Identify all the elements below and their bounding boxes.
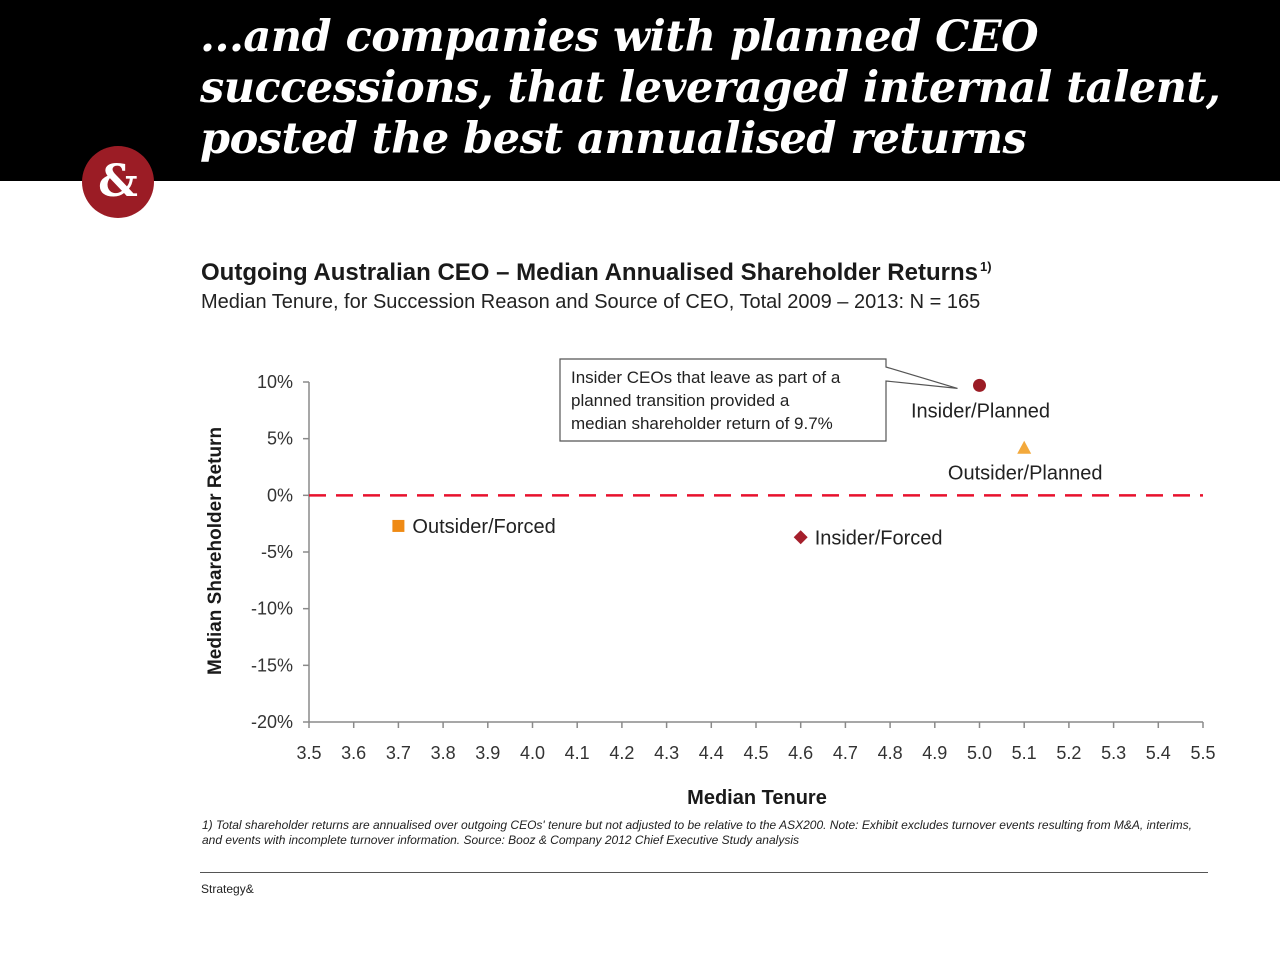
- outsider-planned-point: [1017, 440, 1032, 454]
- x-tick-label: 5.5: [1190, 743, 1215, 763]
- x-tick-label: 4.7: [833, 743, 858, 763]
- chart-title-text: Outgoing Australian CEO – Median Annuali…: [201, 259, 978, 286]
- callout-box: [559, 358, 958, 442]
- x-tick-label: 5.4: [1146, 743, 1171, 763]
- callout-line: Insider CEOs that leave as part of a: [571, 368, 841, 387]
- strategy-and-logo: &: [82, 146, 154, 218]
- callout-line: median shareholder return of 9.7%: [571, 414, 833, 433]
- y-tick-label: -5%: [261, 542, 293, 562]
- y-tick-label: 10%: [257, 372, 293, 392]
- outsider-forced-point: [392, 519, 405, 532]
- insider-forced-label: Insider/Forced: [815, 527, 943, 549]
- outsider-forced-label: Outsider/Forced: [412, 516, 555, 538]
- x-tick-label: 4.4: [699, 743, 724, 763]
- y-tick-label: -15%: [251, 655, 293, 675]
- y-tick-label: -20%: [251, 712, 293, 732]
- chart-subtitle: Median Tenure, for Succession Reason and…: [201, 291, 981, 313]
- header-band: [0, 0, 1280, 181]
- x-tick-label: 4.2: [609, 743, 634, 763]
- insider-forced-point: [793, 530, 808, 545]
- x-tick-label: 5.3: [1101, 743, 1126, 763]
- x-tick-label: 4.9: [922, 743, 947, 763]
- callout-line: planned transition provided a: [571, 391, 790, 410]
- callout-text: Insider CEOs that leave as part of a plan…: [571, 368, 841, 433]
- x-tick-label: 4.3: [654, 743, 679, 763]
- x-tick-label: 4.8: [878, 743, 903, 763]
- footer-brand: Strategy&: [201, 882, 254, 896]
- y-axis-label: Median Shareholder Return: [205, 427, 226, 675]
- x-tick-label: 3.5: [296, 743, 321, 763]
- x-tick-label: 4.5: [743, 743, 768, 763]
- chart-title-footnote-mark: 1): [980, 259, 992, 274]
- slide-title: ...and companies with planned CEO succes…: [200, 12, 1221, 164]
- chart-title: Outgoing Australian CEO – Median Annuali…: [201, 259, 992, 287]
- insider-planned-point: [973, 378, 986, 392]
- x-tick-label: 3.7: [386, 743, 411, 763]
- footnote: 1) Total shareholder returns are annuali…: [202, 818, 1192, 847]
- outsider-planned-label: Outsider/Planned: [948, 463, 1103, 485]
- y-tick-label: 0%: [267, 485, 293, 505]
- x-tick-label: 4.6: [788, 743, 813, 763]
- y-tick-label: -10%: [251, 599, 293, 619]
- x-tick-label: 4.0: [520, 743, 545, 763]
- data-points: Insider/Planned Outsider/Planned Outsider/…: [392, 378, 1103, 549]
- x-tick-label: 5.2: [1056, 743, 1081, 763]
- x-tick-label: 5.1: [1012, 743, 1037, 763]
- x-axis-label: Median Tenure: [687, 787, 827, 809]
- callout: Insider CEOs that leave as part of a plan…: [559, 358, 958, 442]
- x-tick-label: 5.0: [967, 743, 992, 763]
- x-tick-label: 3.8: [431, 743, 456, 763]
- x-tick-label: 3.9: [475, 743, 500, 763]
- chart-axes: 10% 5% 0% -5% -10% -15% -20%3.5 3.6 3.7 3.8 3.9 4.0…: [251, 372, 1216, 763]
- y-tick-label: 5%: [267, 429, 293, 449]
- x-tick-label: 3.6: [341, 743, 366, 763]
- x-tick-label: 4.1: [565, 743, 590, 763]
- insider-planned-label: Insider/Planned: [911, 400, 1050, 422]
- footer-divider: [200, 872, 1208, 873]
